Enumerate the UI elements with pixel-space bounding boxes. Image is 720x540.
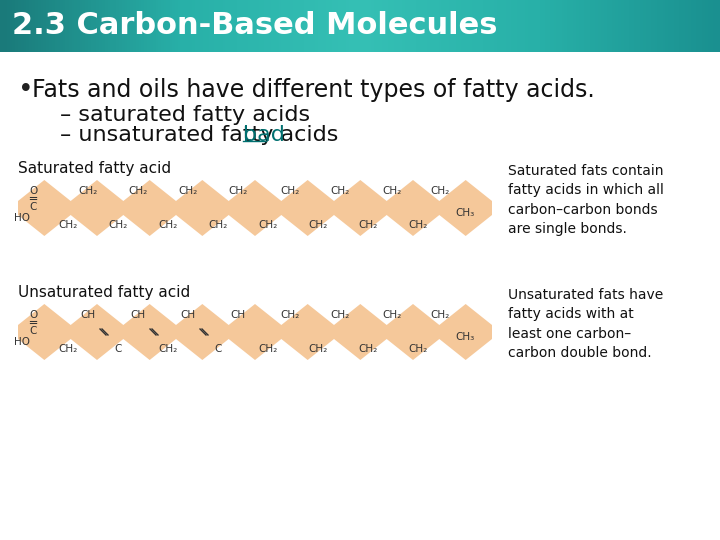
Text: CH₂: CH₂: [308, 220, 328, 230]
Text: CH₂: CH₂: [58, 220, 78, 230]
Text: CH₂: CH₂: [359, 344, 377, 354]
Text: CH₂: CH₂: [228, 186, 248, 196]
Text: CH₂: CH₂: [408, 220, 428, 230]
Text: Unsaturated fats have
fatty acids with at
least one carbon–
carbon double bond.: Unsaturated fats have fatty acids with a…: [508, 288, 663, 360]
Text: CH₂: CH₂: [308, 344, 328, 354]
Text: O: O: [29, 186, 37, 196]
Text: CH: CH: [230, 310, 246, 320]
Text: CH: CH: [81, 310, 96, 320]
Polygon shape: [18, 304, 492, 360]
Text: O: O: [29, 310, 37, 320]
Text: CH: CH: [130, 310, 145, 320]
Text: Saturated fatty acid: Saturated fatty acid: [18, 160, 171, 176]
Text: CH₂: CH₂: [208, 220, 228, 230]
Polygon shape: [18, 180, 492, 236]
Text: – saturated fatty acids: – saturated fatty acids: [60, 105, 310, 125]
Text: •: •: [18, 77, 34, 103]
Text: ═: ═: [30, 192, 37, 206]
Text: CH₂: CH₂: [258, 344, 278, 354]
Text: CH₂: CH₂: [128, 186, 148, 196]
Text: CH₂: CH₂: [179, 186, 197, 196]
Text: C: C: [30, 326, 37, 336]
Text: ═: ═: [30, 316, 37, 329]
Text: CH₃: CH₃: [455, 208, 474, 218]
Text: 2.3 Carbon-Based Molecules: 2.3 Carbon-Based Molecules: [12, 11, 498, 40]
Text: Saturated fats contain
fatty acids in which all
carbon–carbon bonds
are single b: Saturated fats contain fatty acids in wh…: [508, 164, 664, 237]
Text: bad: bad: [243, 125, 285, 145]
Text: CH₂: CH₂: [431, 310, 449, 320]
Text: CH₃: CH₃: [455, 332, 474, 342]
Text: CH₂: CH₂: [158, 220, 178, 230]
Text: CH₂: CH₂: [382, 186, 402, 196]
Text: – unsaturated fatty acids: – unsaturated fatty acids: [60, 125, 338, 145]
Text: CH₂: CH₂: [280, 186, 300, 196]
Text: CH₂: CH₂: [330, 310, 350, 320]
Text: C: C: [114, 344, 122, 354]
Text: CH₂: CH₂: [408, 344, 428, 354]
Text: CH₂: CH₂: [58, 344, 78, 354]
Text: CH₂: CH₂: [330, 186, 350, 196]
Text: Fats and oils have different types of fatty acids.: Fats and oils have different types of fa…: [32, 78, 595, 102]
Text: HO: HO: [14, 213, 30, 223]
Text: CH₂: CH₂: [431, 186, 449, 196]
Text: CH₂: CH₂: [158, 344, 178, 354]
Text: Unsaturated fatty acid: Unsaturated fatty acid: [18, 285, 190, 300]
Text: CH₂: CH₂: [280, 310, 300, 320]
Text: CH₂: CH₂: [78, 186, 98, 196]
Text: C: C: [215, 344, 222, 354]
Text: CH: CH: [181, 310, 196, 320]
Text: CH₂: CH₂: [258, 220, 278, 230]
Text: CH₂: CH₂: [109, 220, 127, 230]
Text: CH₂: CH₂: [382, 310, 402, 320]
Text: C: C: [30, 202, 37, 212]
Text: HO: HO: [14, 337, 30, 347]
Text: CH₂: CH₂: [359, 220, 377, 230]
